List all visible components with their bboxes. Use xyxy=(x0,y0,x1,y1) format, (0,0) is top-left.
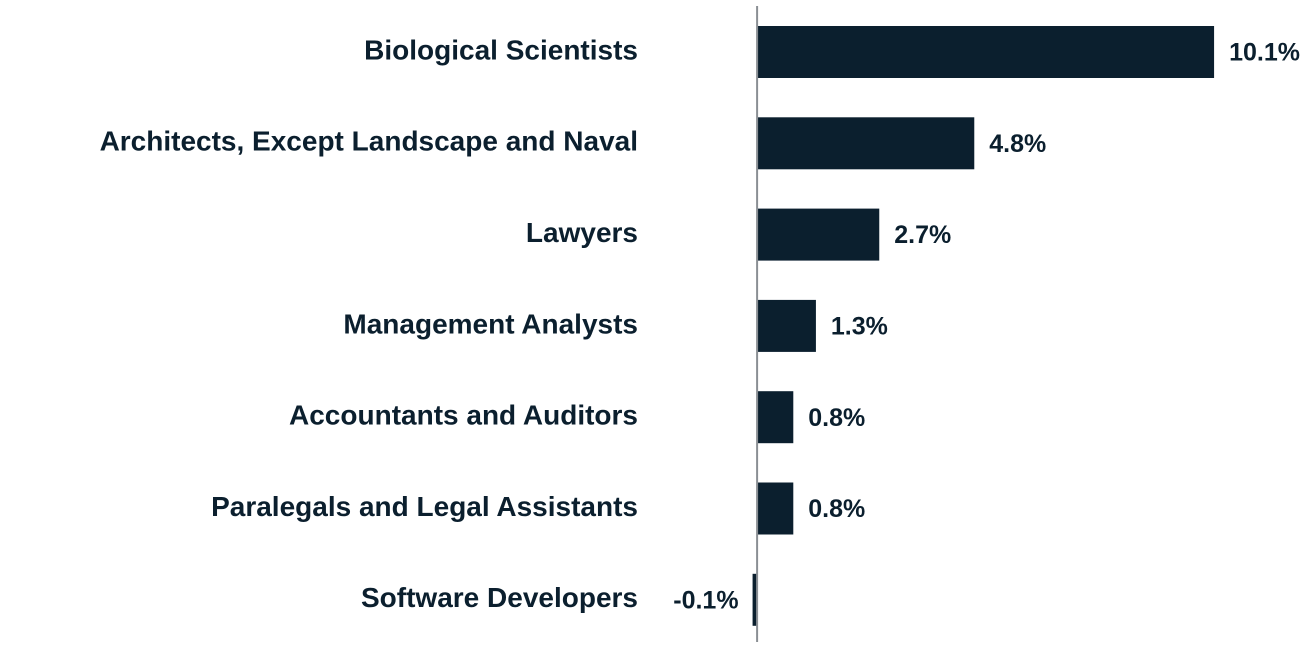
value-label: 10.1% xyxy=(1229,39,1300,67)
bar xyxy=(757,208,880,261)
value-label: 4.8% xyxy=(989,130,1046,158)
category-label: Paralegals and Legal Assistants xyxy=(211,491,638,522)
value-label: 0.8% xyxy=(808,495,865,523)
bar xyxy=(757,482,794,535)
category-label: Architects, Except Landscape and Naval xyxy=(100,126,638,157)
value-label: -0.1% xyxy=(673,586,738,614)
category-label: Lawyers xyxy=(526,217,638,248)
category-label: Accountants and Auditors xyxy=(289,400,638,431)
value-label: 0.8% xyxy=(808,404,865,432)
value-label: 1.3% xyxy=(831,313,888,341)
value-label: 2.7% xyxy=(894,221,951,249)
bar xyxy=(752,573,758,626)
category-label: Biological Scientists xyxy=(364,34,638,65)
bar xyxy=(757,391,794,444)
bar xyxy=(757,26,1215,78)
bar xyxy=(757,117,975,170)
bar xyxy=(757,299,816,352)
category-label: Management Analysts xyxy=(343,308,638,339)
category-label: Software Developers xyxy=(361,582,638,613)
